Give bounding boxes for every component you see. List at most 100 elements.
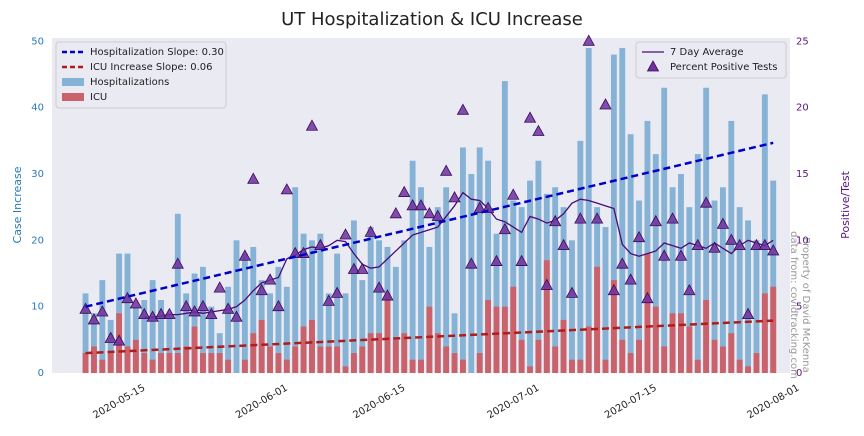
bar [225, 359, 232, 373]
bar [124, 253, 131, 373]
bar [569, 359, 575, 373]
bar [678, 173, 684, 373]
bar [132, 306, 139, 373]
bar [166, 313, 173, 373]
marker [314, 238, 327, 251]
bar [686, 326, 693, 373]
bar [661, 346, 668, 373]
marker [87, 313, 101, 325]
bar [711, 200, 718, 373]
marker [398, 185, 411, 197]
bar [174, 213, 181, 373]
bar [493, 306, 500, 373]
bar [191, 326, 198, 373]
marker [532, 124, 545, 136]
bar [728, 333, 735, 373]
bar [518, 339, 525, 373]
marker [339, 228, 352, 240]
bar [300, 326, 307, 373]
bar [770, 180, 777, 373]
x-tick-label: 2020-05-15 [91, 383, 147, 422]
y-tick-label: 40 [31, 103, 44, 114]
chart-title: UT Hospitalization & ICU Increase [281, 9, 583, 30]
bar [535, 160, 542, 373]
bar [90, 346, 97, 373]
bar [560, 319, 567, 373]
bar [418, 187, 424, 373]
bar [636, 339, 642, 373]
y2-tick-label: 0 [796, 368, 802, 379]
marker [414, 199, 428, 211]
marker [699, 196, 713, 208]
bar [728, 120, 735, 373]
bar [107, 353, 114, 373]
bar [569, 240, 575, 373]
bar [191, 273, 198, 373]
marker [347, 262, 361, 274]
bar [577, 359, 584, 373]
marker [599, 98, 612, 110]
bar [610, 54, 617, 373]
bar [82, 293, 89, 373]
bar [610, 280, 617, 373]
bar [703, 87, 710, 373]
bar [552, 187, 559, 373]
bar [342, 293, 349, 373]
legend-label: ICU Increase Slope: 0.06 [90, 62, 213, 73]
bar [367, 227, 374, 373]
marker [213, 281, 226, 293]
watermark: data from: covidtracking.com [788, 231, 799, 379]
marker [574, 212, 587, 224]
marker [523, 111, 537, 123]
bar [510, 286, 517, 373]
bar [485, 300, 492, 373]
bar [485, 160, 492, 373]
bar [719, 187, 726, 373]
bar [149, 359, 156, 373]
bar [158, 353, 164, 373]
bar [384, 293, 391, 373]
marker [658, 249, 671, 261]
marker [758, 238, 772, 251]
bar [350, 353, 357, 373]
bar [719, 346, 726, 373]
bar [661, 87, 668, 373]
marker [683, 283, 696, 296]
marker [741, 307, 755, 320]
bar [745, 220, 752, 373]
x-tick-label: 2020-07-15 [603, 383, 659, 422]
x-tick-label: 2020-07-01 [486, 383, 542, 422]
bar [434, 207, 441, 373]
bar [376, 333, 383, 373]
marker [549, 214, 562, 227]
legend-box [55, 41, 227, 109]
bar [451, 353, 458, 373]
marker [607, 283, 621, 296]
bar [292, 187, 299, 373]
legend-swatch [646, 60, 660, 72]
marker [154, 307, 168, 320]
bar [652, 306, 659, 373]
y-tick-label: 30 [31, 169, 44, 180]
bar [267, 293, 273, 373]
bar [325, 293, 332, 373]
bar [443, 187, 450, 373]
bar [644, 253, 651, 373]
watermark: Property of David McKenna [800, 237, 811, 373]
marker [507, 188, 520, 200]
marker [582, 34, 595, 46]
marker [439, 164, 453, 176]
bar [535, 339, 542, 373]
bar [694, 359, 701, 373]
bar [250, 333, 257, 373]
bar [359, 346, 366, 373]
marker [406, 199, 419, 211]
legend-label: Hospitalizations [90, 77, 169, 88]
bar [334, 253, 341, 373]
bar [401, 240, 408, 373]
bar [585, 47, 592, 373]
bar [644, 120, 651, 373]
marker [171, 257, 184, 269]
y2-tick-label: 10 [796, 235, 809, 246]
